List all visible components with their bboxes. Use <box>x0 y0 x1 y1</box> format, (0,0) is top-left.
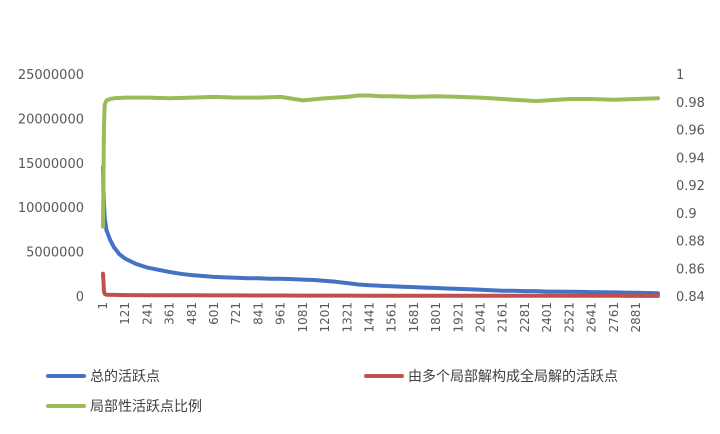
x-tick-label: 1441 <box>362 302 376 333</box>
x-tick-label: 2641 <box>585 302 599 333</box>
legend-label-total: 总的活跃点 <box>90 366 160 386</box>
x-tick-label: 1681 <box>407 302 421 333</box>
y-left-tick-label: 10000000 <box>18 201 84 216</box>
x-tick-label: 961 <box>274 302 288 325</box>
y-right-tick-label: 0.9 <box>676 207 697 222</box>
x-tick-label: 2161 <box>496 302 510 333</box>
x-tick-label: 2281 <box>518 302 532 333</box>
y-left-tick-label: 5000000 <box>26 246 84 261</box>
x-tick-label: 1 <box>96 302 110 310</box>
x-tick-label: 2401 <box>540 302 554 333</box>
legend-label-ratio: 局部性活跃点比例 <box>90 396 202 416</box>
legend-swatch-global <box>364 374 404 378</box>
y-left-tick-label: 0 <box>76 290 84 305</box>
y-left-tick-label: 20000000 <box>18 112 84 127</box>
x-tick-label: 481 <box>185 302 199 325</box>
x-tick-label: 721 <box>229 302 243 325</box>
x-tick-label: 601 <box>207 302 221 325</box>
x-tick-label: 1921 <box>451 302 465 333</box>
legend-swatch-total <box>46 374 86 378</box>
x-tick-label: 1321 <box>340 302 354 333</box>
x-tick-label: 841 <box>251 302 265 325</box>
series-line-ratio <box>103 96 658 227</box>
x-tick-label: 2521 <box>562 302 576 333</box>
series-line-total <box>103 167 658 293</box>
x-tick-label: 1561 <box>385 302 399 333</box>
x-tick-label: 2881 <box>629 302 643 333</box>
y-right-tick-label: 0.96 <box>676 124 705 139</box>
legend-swatch-ratio <box>46 404 86 408</box>
legend-label-global: 由多个局部解构成全局解的活跃点 <box>408 366 618 386</box>
y-right-tick-label: 0.98 <box>676 96 705 111</box>
x-tick-label: 241 <box>140 302 154 325</box>
y-left-tick-label: 25000000 <box>18 68 84 83</box>
y-right-tick-label: 0.84 <box>676 290 705 305</box>
x-tick-label: 121 <box>118 302 132 325</box>
legend-item-ratio: 局部性活跃点比例 <box>46 396 202 416</box>
y-right-tick-label: 0.92 <box>676 179 705 194</box>
legend-item-global: 由多个局部解构成全局解的活跃点 <box>364 366 618 386</box>
y-right-tick-label: 0.86 <box>676 262 705 277</box>
x-tick-label: 1201 <box>318 302 332 333</box>
legend-item-total: 总的活跃点 <box>46 366 160 386</box>
y-right-tick-label: 1 <box>676 68 684 83</box>
x-tick-label: 2041 <box>474 302 488 333</box>
y-left-tick-label: 15000000 <box>18 157 84 172</box>
x-tick-label: 1081 <box>296 302 310 333</box>
x-tick-label: 1801 <box>429 302 443 333</box>
x-tick-label: 361 <box>163 302 177 325</box>
y-right-tick-label: 0.88 <box>676 235 705 250</box>
y-right-tick-label: 0.94 <box>676 151 705 166</box>
x-tick-label: 2761 <box>607 302 621 333</box>
